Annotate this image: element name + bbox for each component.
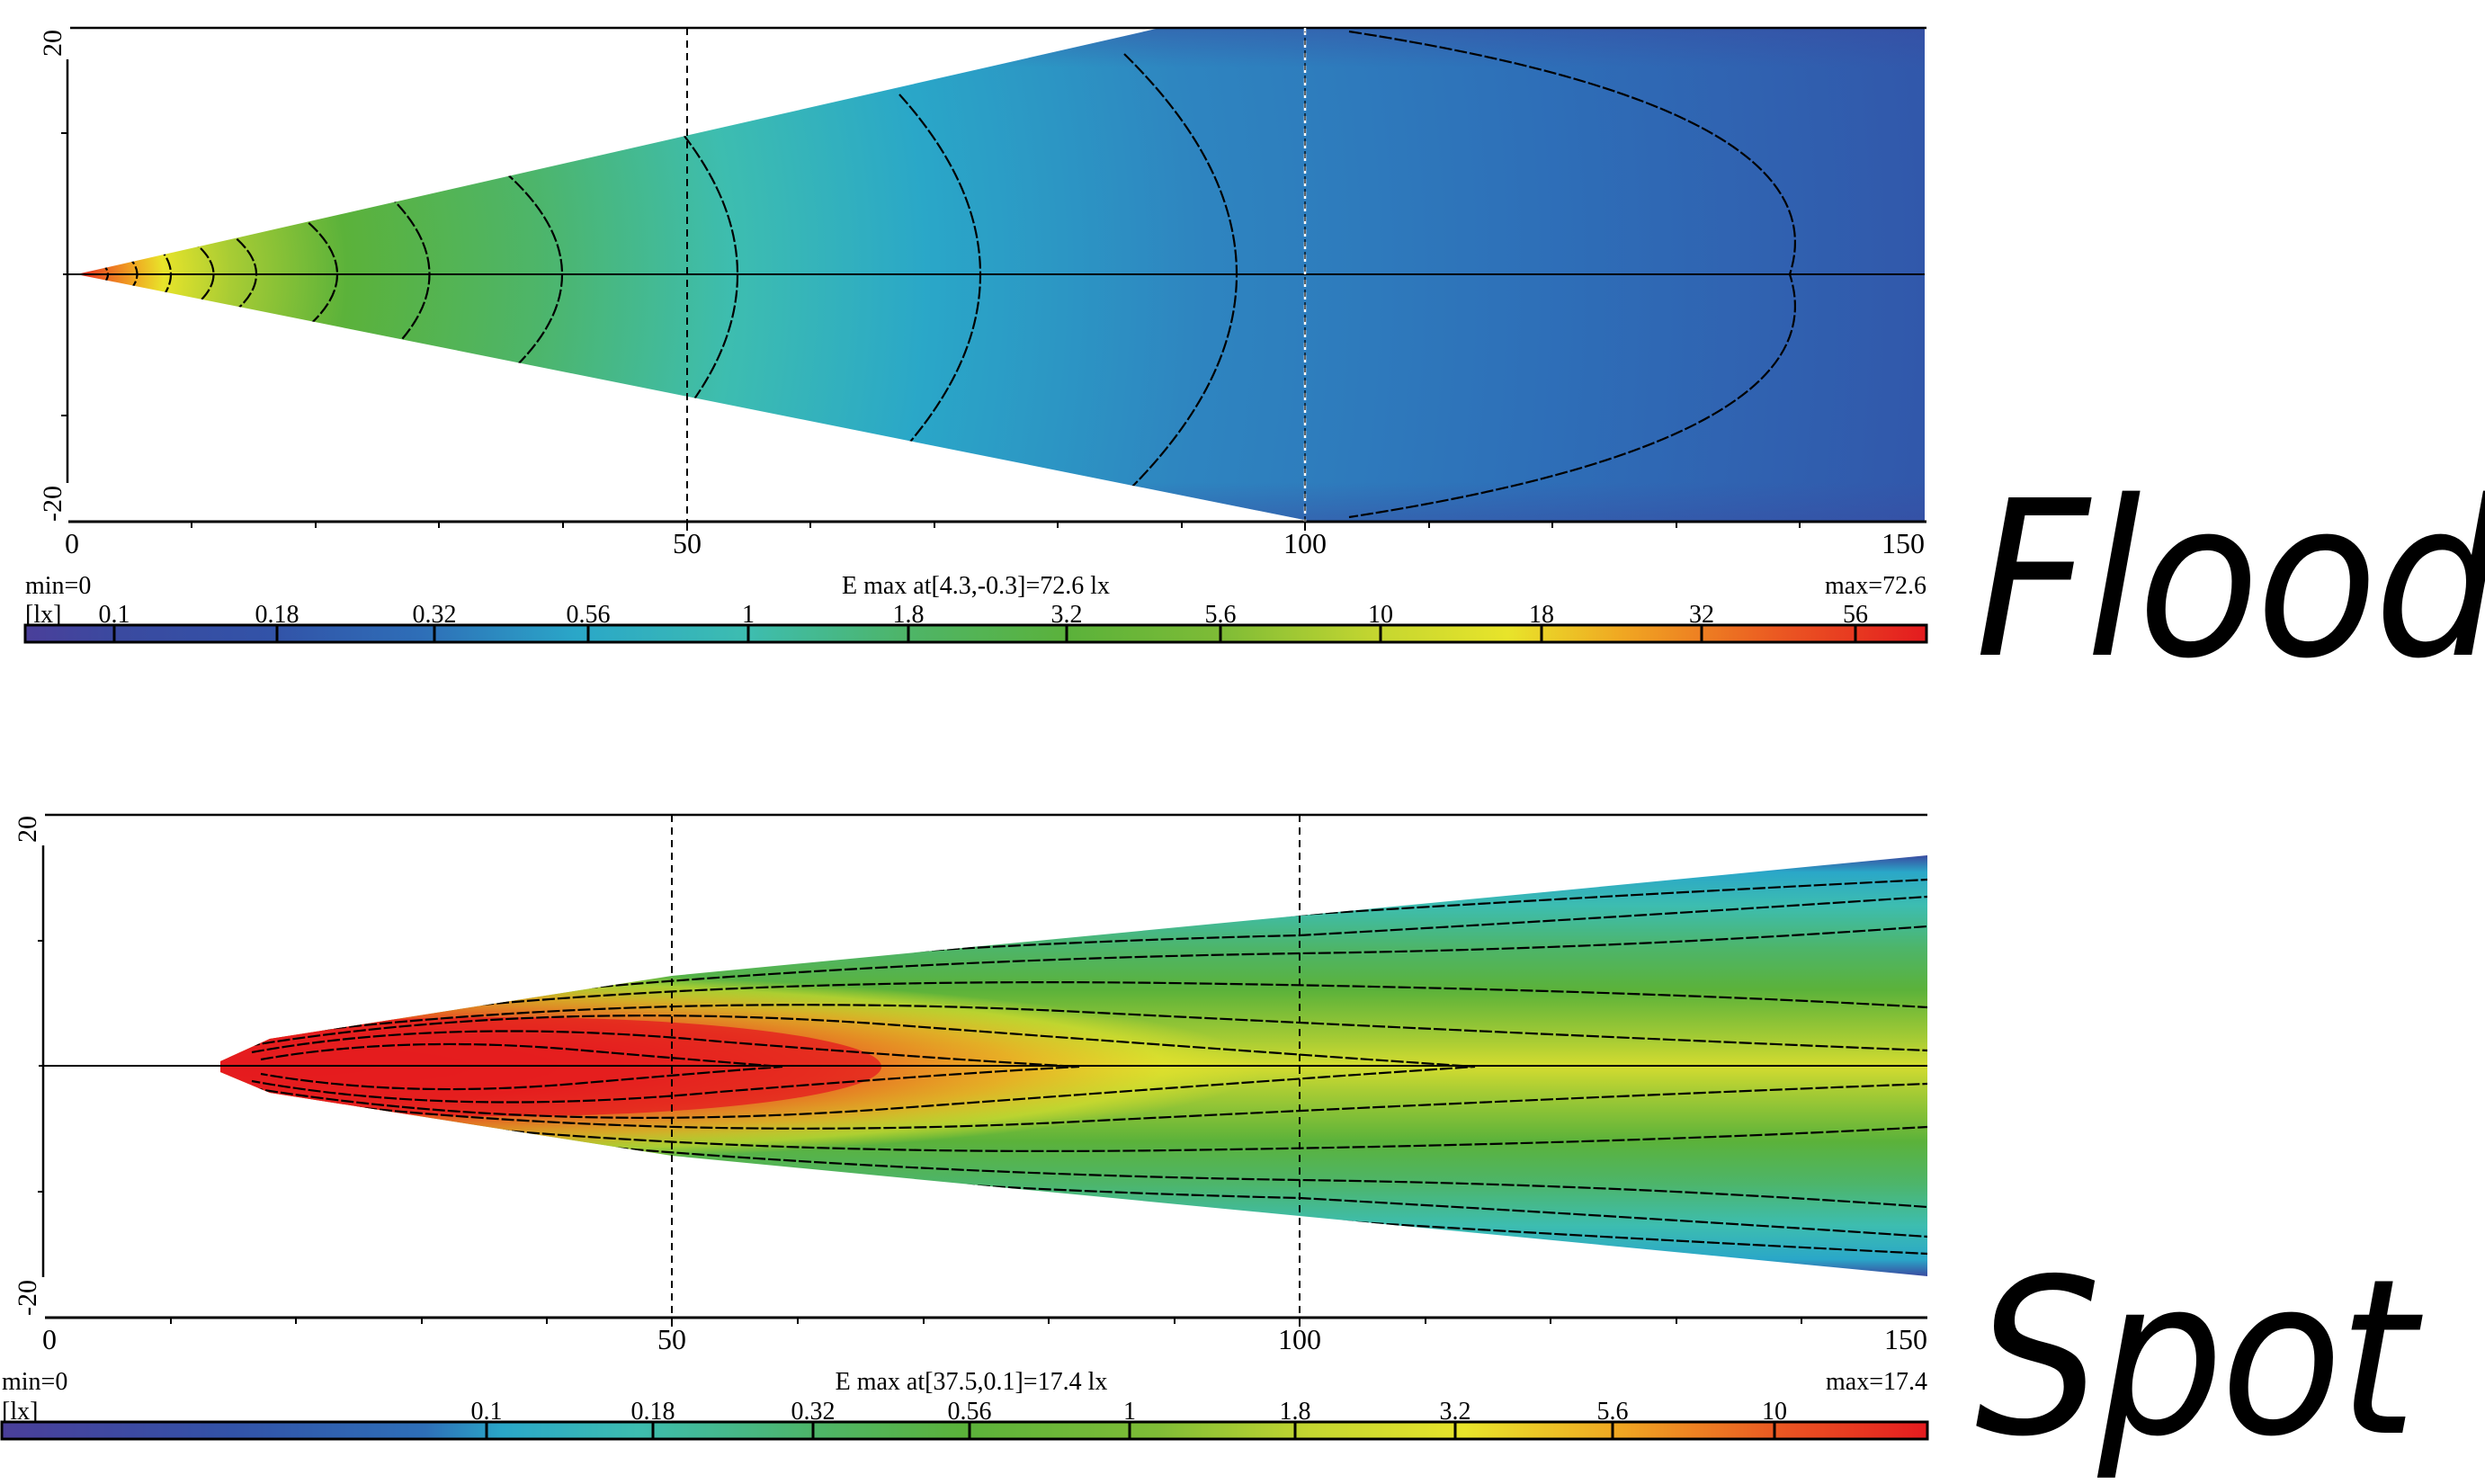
flood-cb-tick: 0.56 <box>567 601 611 629</box>
flood-cb-tick: 3.2 <box>1051 601 1083 629</box>
flood-chart: 20 -20 0 50 100 150 min=0 E max at[4.3,-… <box>23 26 1928 644</box>
flood-cb-tick: 10 <box>1368 601 1393 629</box>
spot-cb-tick: 0.18 <box>631 1398 675 1426</box>
flood-cb-tick: 32 <box>1689 601 1714 629</box>
flood-x-label-50: 50 <box>673 527 702 559</box>
flood-y-label-bottom: -20 <box>38 486 67 522</box>
flood-x-label-150: 150 <box>1882 527 1925 559</box>
spot-x-label-100: 100 <box>1278 1323 1321 1355</box>
spot-max-label: max=17.4 <box>1826 1368 1927 1396</box>
spot-cb-tick: 0.32 <box>791 1398 836 1426</box>
flood-x-ticks <box>191 522 1801 531</box>
flood-cb-tick: 1.8 <box>893 601 925 629</box>
flood-x-label-0: 0 <box>65 527 79 559</box>
spot-min-label: min=0 <box>2 1368 67 1396</box>
flood-min-label: min=0 <box>25 572 91 600</box>
flood-max-label: max=72.6 <box>1825 572 1926 600</box>
flood-cb-tick: 56 <box>1843 601 1868 629</box>
spot-y-label-bottom: -20 <box>13 1280 42 1316</box>
spot-cb-tick: 1 <box>1123 1398 1136 1426</box>
spot-cb-tick: 0.56 <box>948 1398 992 1426</box>
spot-cb-tick: 0.1 <box>471 1398 503 1426</box>
spot-chart: 20 -20 0 50 100 150 min=0 E max at[37.5,… <box>0 813 1929 1441</box>
spot-x-ticks <box>170 1318 1802 1327</box>
spot-emax-label: E max at[37.5,0.1]=17.4 lx <box>836 1368 1108 1396</box>
spot-cb-tick: 5.6 <box>1597 1398 1629 1426</box>
flood-y-label-top: 20 <box>38 30 67 57</box>
spot-colorbar-unit: [lx] <box>2 1398 38 1426</box>
flood-colorbar: [lx] 0.1 0.18 0.32 0.56 1 <box>23 601 1928 644</box>
spot-y-label-top: 20 <box>13 816 42 843</box>
spot-x-label-50: 50 <box>657 1323 686 1355</box>
flood-cb-tick: 5.6 <box>1205 601 1237 629</box>
spot-colorbar: [lx] 0.1 0.18 0.32 0.56 1 1.8 3.2 <box>0 1398 1929 1441</box>
spot-cb-tick: 10 <box>1762 1398 1787 1426</box>
spot-x-label-0: 0 <box>42 1323 57 1355</box>
spot-x-label-150: 150 <box>1884 1323 1927 1355</box>
flood-cb-tick: 0.1 <box>99 601 130 629</box>
flood-cb-tick: 1 <box>742 601 755 629</box>
flood-emax-label: E max at[4.3,-0.3]=72.6 lx <box>842 572 1110 600</box>
spot-title: Spot <box>1975 1232 2417 1484</box>
flood-title: Flood <box>1975 454 2485 706</box>
flood-cb-tick: 0.18 <box>255 601 299 629</box>
flood-colorbar-unit: [lx] <box>25 601 61 629</box>
flood-cb-tick: 0.32 <box>413 601 457 629</box>
spot-cb-tick: 3.2 <box>1440 1398 1471 1426</box>
spot-cb-tick: 1.8 <box>1280 1398 1311 1426</box>
flood-cb-tick: 18 <box>1529 601 1554 629</box>
flood-x-label-100: 100 <box>1283 527 1327 559</box>
